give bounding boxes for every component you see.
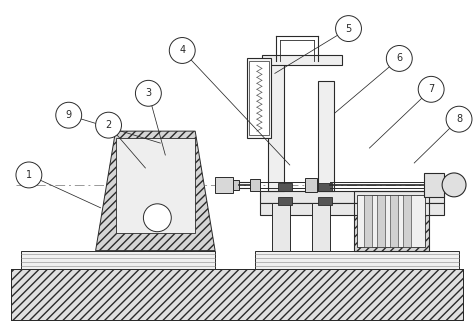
Text: 1: 1 <box>26 170 32 180</box>
Bar <box>305 178 317 192</box>
Circle shape <box>56 102 82 128</box>
Bar <box>278 183 292 191</box>
Bar <box>403 195 411 247</box>
Bar <box>260 191 444 203</box>
Bar <box>272 203 290 251</box>
Text: 3: 3 <box>146 88 152 98</box>
Bar <box>377 195 385 247</box>
Bar <box>355 191 429 251</box>
Text: 8: 8 <box>456 114 462 124</box>
Bar <box>11 268 463 320</box>
Bar <box>255 251 459 268</box>
Bar <box>312 203 329 251</box>
Circle shape <box>442 173 466 197</box>
Bar <box>424 173 444 197</box>
Bar <box>215 177 233 193</box>
Circle shape <box>446 106 472 132</box>
Circle shape <box>136 80 161 106</box>
Polygon shape <box>96 131 215 251</box>
Bar <box>318 197 332 205</box>
Circle shape <box>169 37 195 63</box>
Bar <box>116 138 195 233</box>
Bar <box>233 180 239 190</box>
Bar <box>247 58 271 138</box>
Circle shape <box>16 162 42 188</box>
Bar <box>278 197 292 205</box>
Bar <box>318 81 334 191</box>
Bar <box>262 56 342 66</box>
Bar <box>268 61 284 191</box>
Circle shape <box>418 76 444 102</box>
Bar <box>318 183 332 191</box>
Text: 9: 9 <box>66 110 72 120</box>
Bar <box>250 179 260 191</box>
Bar <box>249 61 269 135</box>
Text: 6: 6 <box>396 53 402 63</box>
Circle shape <box>386 46 412 71</box>
Bar <box>260 203 444 215</box>
Text: 7: 7 <box>428 84 434 94</box>
Bar <box>365 195 373 247</box>
Text: 4: 4 <box>179 46 185 56</box>
Bar <box>11 268 463 320</box>
Bar <box>355 191 429 251</box>
Circle shape <box>144 204 171 232</box>
Bar <box>357 195 425 247</box>
Circle shape <box>96 112 121 138</box>
Bar <box>390 195 398 247</box>
Text: 2: 2 <box>105 120 112 130</box>
Circle shape <box>336 16 362 42</box>
Text: 5: 5 <box>346 24 352 34</box>
Bar <box>21 251 215 268</box>
